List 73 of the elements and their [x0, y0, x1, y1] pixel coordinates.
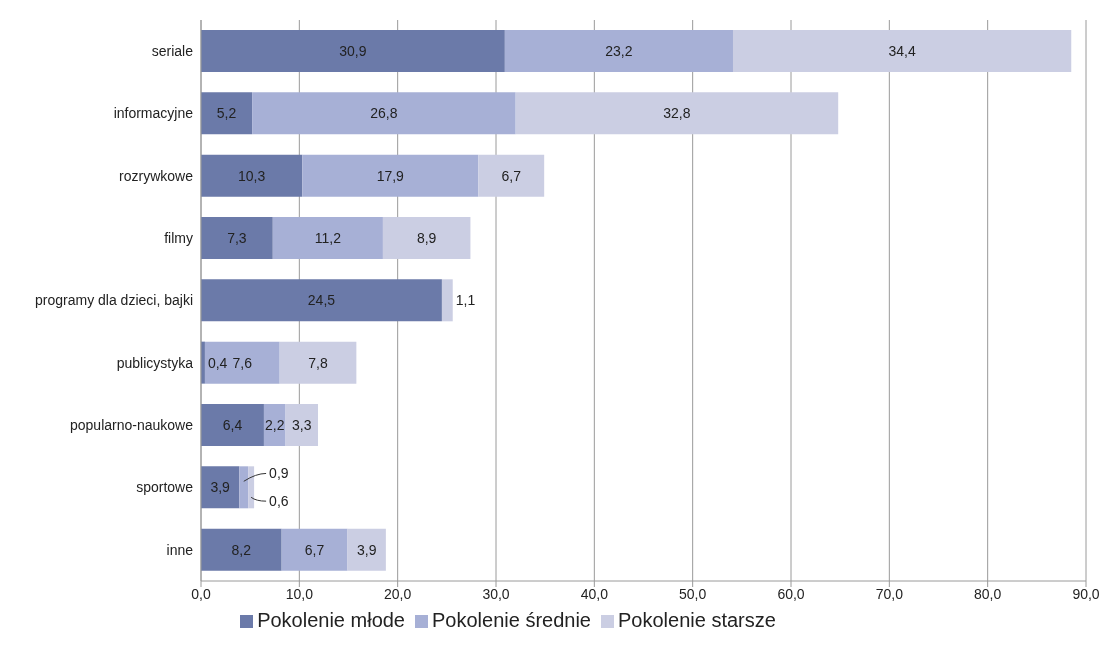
bar [248, 466, 255, 509]
y-tick-label: programy dla dzieci, bajki [35, 292, 193, 309]
bar [279, 341, 357, 384]
bar [347, 528, 386, 571]
data-label: 3,9 [356, 541, 377, 558]
data-label: 2,2 [265, 416, 285, 433]
bar [201, 279, 442, 322]
bar [239, 466, 249, 509]
data-label: 0,6 [269, 493, 289, 510]
data-label: 8,2 [231, 541, 252, 558]
x-tick-label: 70,0 [875, 585, 904, 602]
x-tick-label: 30,0 [482, 585, 510, 602]
data-label: 5,2 [216, 105, 237, 122]
data-label: 7,3 [227, 229, 247, 246]
data-label: 7,6 [232, 354, 253, 371]
data-label: 6,7 [304, 541, 325, 558]
bar [382, 216, 471, 259]
y-tick-label: filmy [164, 230, 193, 247]
bar [285, 403, 319, 446]
bar [281, 528, 348, 571]
x-tick-label: 80,0 [974, 585, 1002, 602]
data-label: 8,9 [416, 229, 437, 246]
data-label: 3,3 [292, 416, 312, 433]
bar [252, 92, 516, 135]
bar [204, 341, 280, 384]
bar [478, 154, 545, 197]
legend-label: Pokolenie młode [257, 609, 405, 631]
x-tick-label: 10,0 [285, 585, 314, 602]
y-tick-label: popularno-naukowe [70, 417, 194, 434]
bar [263, 403, 286, 446]
data-label: 11,2 [314, 229, 342, 246]
data-label: 10,3 [238, 167, 266, 184]
bar [201, 528, 282, 571]
y-tick-label: rozrywkowe [119, 167, 194, 184]
x-tick-label: 60,0 [777, 585, 805, 602]
data-label: 26,8 [370, 105, 398, 122]
x-tick-label: 0,0 [191, 585, 211, 602]
bar [201, 403, 264, 446]
y-tick-label: sportowe [136, 479, 194, 496]
x-tick-label: 90,0 [1072, 585, 1100, 602]
legend-label: Pokolenie starsze [618, 609, 776, 631]
bar [732, 29, 1072, 72]
bar [272, 216, 383, 259]
x-tick-label: 50,0 [679, 585, 707, 602]
data-label: 23,2 [605, 42, 633, 59]
data-label: 7,8 [308, 354, 328, 371]
y-tick-label: inne [166, 541, 194, 558]
bar [302, 154, 479, 197]
data-label: 34,4 [888, 42, 916, 59]
data-label: 32,8 [663, 105, 691, 122]
bar [504, 29, 733, 72]
y-tick-label: informacyjne [113, 105, 194, 122]
bar [201, 29, 505, 72]
data-label: 6,4 [222, 416, 243, 433]
y-tick-label: publicystyka [116, 354, 194, 371]
data-label: 0,9 [269, 465, 289, 482]
data-label: 6,7 [501, 167, 522, 184]
bar [201, 92, 253, 135]
data-label: 24,5 [307, 292, 336, 309]
x-tick-label: 40,0 [580, 585, 609, 602]
x-tick-label: 20,0 [384, 585, 412, 602]
bar [515, 92, 839, 135]
bar [201, 466, 240, 509]
bar [201, 216, 273, 259]
data-label: 1,1 [455, 292, 476, 309]
data-label: 17,9 [376, 167, 405, 184]
bar [441, 279, 453, 322]
y-tick-label: seriale [151, 43, 194, 60]
legend-label: Pokolenie średnie [432, 609, 591, 631]
bar [201, 154, 303, 197]
data-label: 30,9 [339, 42, 367, 59]
data-label: 0,4 [207, 354, 228, 371]
data-label: 3,9 [210, 479, 231, 496]
